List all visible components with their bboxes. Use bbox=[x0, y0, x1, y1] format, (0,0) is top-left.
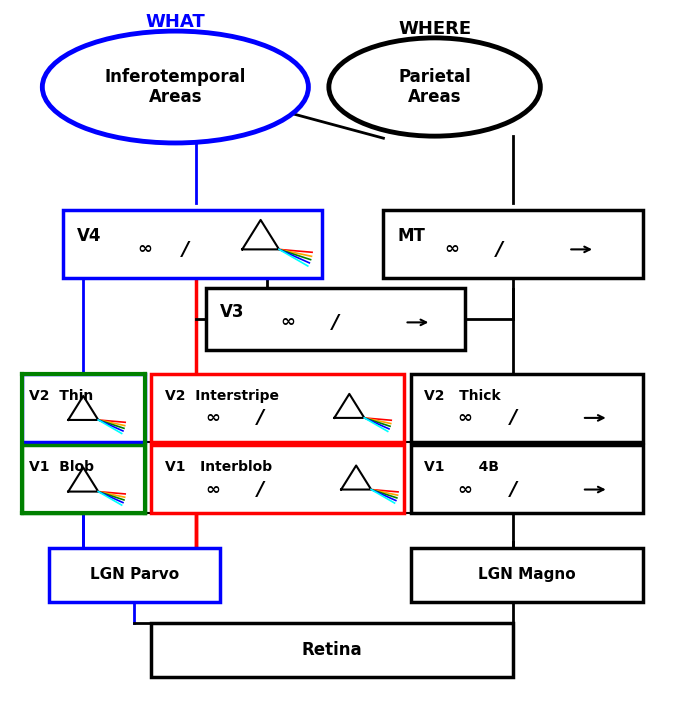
Text: /: / bbox=[510, 480, 516, 499]
FancyBboxPatch shape bbox=[411, 548, 643, 602]
Ellipse shape bbox=[329, 38, 540, 136]
Text: /: / bbox=[496, 240, 503, 259]
Text: LGN Parvo: LGN Parvo bbox=[90, 568, 179, 583]
Text: V4: V4 bbox=[77, 227, 101, 245]
FancyBboxPatch shape bbox=[411, 374, 643, 442]
Text: ∞: ∞ bbox=[137, 240, 152, 258]
FancyBboxPatch shape bbox=[49, 548, 220, 602]
Text: V2  Thin: V2 Thin bbox=[29, 389, 93, 403]
Text: WHAT: WHAT bbox=[145, 14, 206, 31]
Text: WHERE: WHERE bbox=[398, 20, 471, 38]
FancyBboxPatch shape bbox=[151, 622, 513, 677]
FancyBboxPatch shape bbox=[411, 445, 643, 513]
Text: ∞: ∞ bbox=[458, 481, 473, 498]
Text: V1  Blob: V1 Blob bbox=[29, 460, 94, 474]
Text: MT: MT bbox=[397, 227, 425, 245]
Text: V1       4B: V1 4B bbox=[425, 460, 499, 474]
Text: V2   Thick: V2 Thick bbox=[425, 389, 501, 403]
Text: LGN Magno: LGN Magno bbox=[478, 568, 575, 583]
Text: /: / bbox=[182, 240, 189, 259]
Ellipse shape bbox=[42, 31, 308, 143]
FancyBboxPatch shape bbox=[384, 210, 643, 278]
Text: V3: V3 bbox=[220, 303, 244, 322]
Text: Inferotemporal
Areas: Inferotemporal Areas bbox=[105, 68, 246, 106]
Text: ∞: ∞ bbox=[458, 409, 473, 427]
Text: ∞: ∞ bbox=[280, 314, 295, 332]
FancyBboxPatch shape bbox=[206, 288, 465, 349]
Text: ∞: ∞ bbox=[206, 409, 221, 427]
Text: /: / bbox=[332, 313, 339, 332]
FancyBboxPatch shape bbox=[151, 374, 404, 442]
Text: V2  Interstripe: V2 Interstripe bbox=[165, 389, 279, 403]
Text: /: / bbox=[257, 480, 264, 499]
Text: /: / bbox=[257, 409, 264, 427]
FancyBboxPatch shape bbox=[22, 445, 145, 513]
FancyBboxPatch shape bbox=[63, 210, 322, 278]
FancyBboxPatch shape bbox=[22, 374, 145, 442]
Text: V1   Interblob: V1 Interblob bbox=[165, 460, 272, 474]
Text: Parietal
Areas: Parietal Areas bbox=[398, 68, 471, 106]
Text: ∞: ∞ bbox=[206, 481, 221, 498]
Text: Retina: Retina bbox=[302, 641, 362, 659]
Text: ∞: ∞ bbox=[444, 240, 459, 258]
Text: /: / bbox=[510, 409, 516, 427]
FancyBboxPatch shape bbox=[151, 445, 404, 513]
